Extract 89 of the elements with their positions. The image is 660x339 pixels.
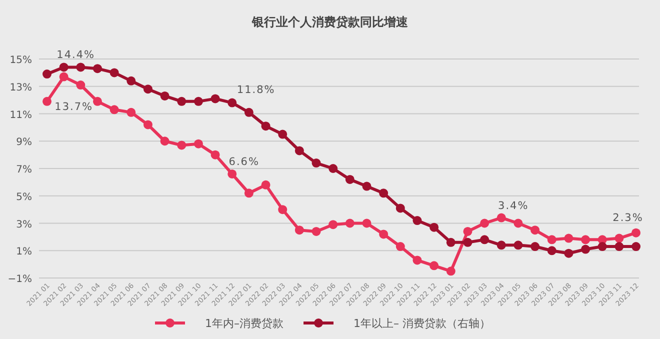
point (228, 98, 237, 108)
point (632, 242, 640, 252)
point (564, 248, 574, 258)
point (244, 108, 254, 117)
point (514, 218, 523, 228)
annotation: 14.4% (56, 49, 96, 62)
point (328, 164, 338, 173)
point (110, 105, 119, 114)
annotation: 3.4% (498, 200, 529, 212)
y-tick-label: 9% (16, 137, 32, 148)
point (126, 108, 136, 117)
point (547, 235, 556, 244)
point (210, 150, 220, 160)
point (379, 188, 388, 198)
point (160, 136, 170, 146)
point (76, 80, 86, 90)
point (278, 205, 288, 214)
annotation: 6.6% (228, 156, 260, 168)
point (312, 226, 321, 236)
annotation: 13.7% (54, 100, 94, 113)
point (496, 240, 506, 250)
point (177, 96, 186, 106)
annotation: 11.8% (236, 84, 276, 96)
point (177, 140, 186, 150)
point (362, 218, 372, 228)
point (345, 174, 354, 184)
point (160, 91, 170, 100)
annotation: 2.3% (612, 212, 644, 224)
point (463, 238, 472, 247)
point (396, 242, 405, 252)
point (530, 242, 540, 252)
point (362, 182, 372, 191)
point (59, 72, 68, 82)
point (564, 234, 574, 243)
point (412, 216, 422, 226)
point (143, 120, 152, 130)
point (143, 84, 152, 94)
point (530, 226, 540, 235)
y-tick-label: 5% (16, 192, 32, 203)
chart-title: 银行业个人消费贷款同比增速 (251, 15, 409, 29)
point (379, 230, 388, 239)
point (312, 158, 321, 168)
point (446, 266, 456, 276)
point (194, 96, 203, 106)
point (261, 122, 270, 131)
point (430, 261, 439, 270)
y-tick-label: 15% (10, 55, 32, 66)
point (42, 96, 52, 106)
point (614, 242, 624, 252)
point (514, 240, 523, 250)
point (328, 220, 338, 230)
point (92, 64, 102, 74)
point (110, 68, 119, 78)
point (345, 218, 354, 228)
point (294, 226, 304, 235)
y-tick-label: 7% (16, 164, 32, 176)
y-tick-label: 3% (16, 219, 32, 230)
y-tick-label: −1% (8, 274, 32, 285)
point (278, 130, 288, 139)
point (76, 62, 86, 72)
point (294, 146, 304, 156)
point (396, 204, 405, 213)
point (194, 139, 203, 148)
point (480, 235, 490, 244)
y-tick-label: 11% (10, 110, 32, 121)
legend-label: 1年以上– 消费贷款（右轴） (354, 317, 490, 330)
y-tick-label: 13% (10, 82, 32, 94)
point (581, 235, 590, 244)
point (92, 96, 102, 106)
point (261, 180, 270, 190)
point (598, 242, 607, 252)
point (632, 228, 640, 238)
point (244, 188, 254, 198)
point (59, 62, 68, 72)
point (547, 246, 556, 256)
point (496, 213, 506, 222)
point (430, 222, 439, 232)
y-tick-label: 1% (16, 246, 32, 258)
point (412, 256, 422, 265)
point (228, 169, 237, 178)
point (126, 76, 136, 86)
point (581, 244, 590, 254)
point (210, 94, 220, 104)
point (480, 218, 490, 228)
point (463, 226, 472, 236)
point (614, 234, 624, 243)
point (446, 238, 456, 247)
point (42, 70, 52, 79)
legend-label: 1年内–消费贷款 (205, 317, 284, 330)
